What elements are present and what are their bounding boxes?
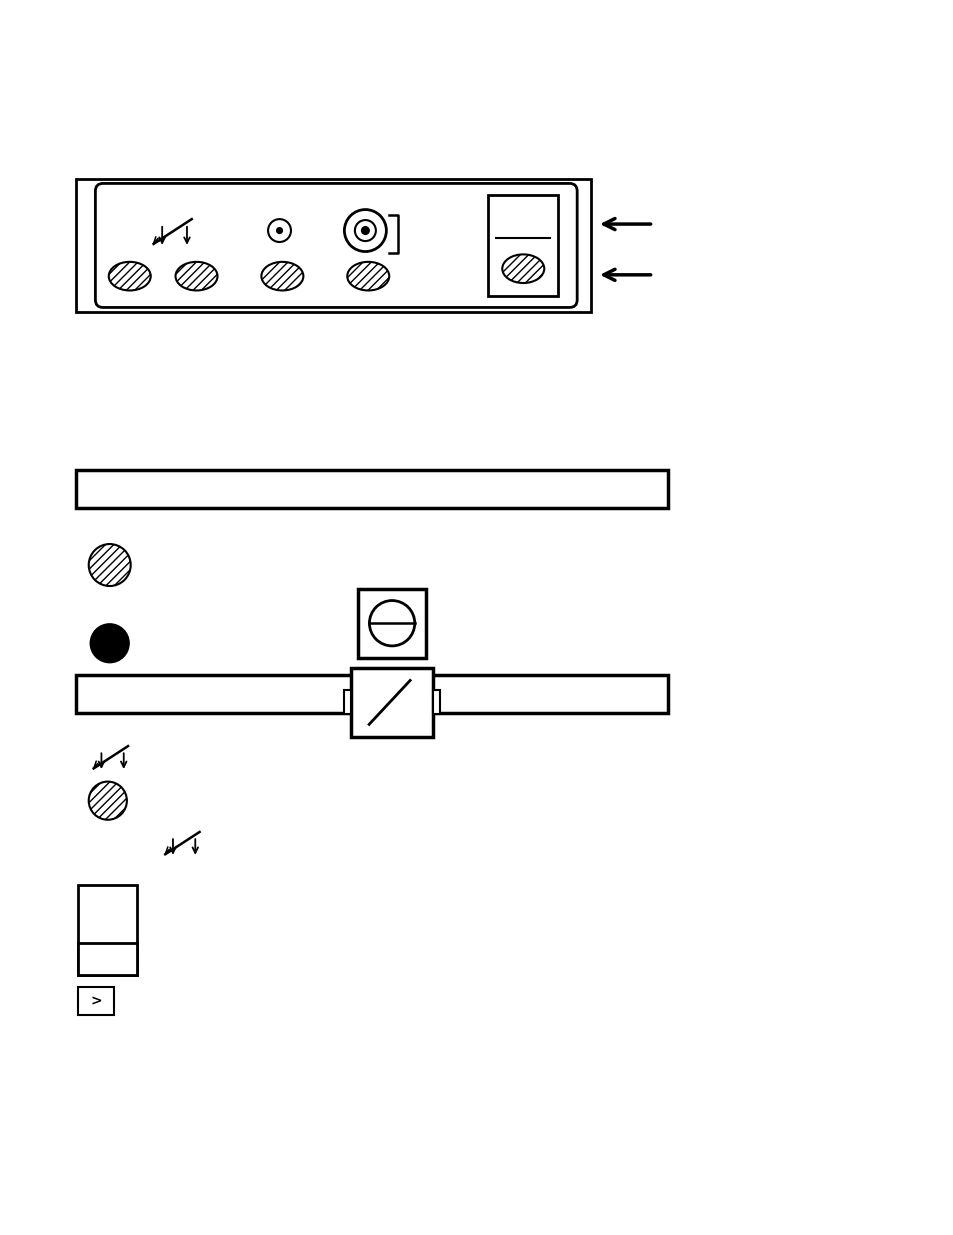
Bar: [344, 690, 351, 714]
Bar: [433, 690, 439, 714]
Bar: [78, 884, 137, 976]
FancyBboxPatch shape: [95, 184, 577, 308]
Circle shape: [268, 219, 291, 242]
Circle shape: [276, 227, 282, 233]
Circle shape: [355, 220, 375, 241]
Bar: [488, 195, 558, 296]
Bar: [357, 589, 426, 657]
Ellipse shape: [175, 262, 217, 290]
Ellipse shape: [89, 782, 127, 820]
Circle shape: [361, 227, 369, 235]
Ellipse shape: [89, 545, 131, 587]
Circle shape: [369, 600, 415, 646]
Bar: [351, 668, 433, 737]
Bar: [76, 469, 667, 508]
Circle shape: [91, 624, 129, 662]
Ellipse shape: [347, 262, 389, 290]
Ellipse shape: [501, 254, 543, 283]
Bar: [78, 987, 114, 1015]
Bar: [78, 942, 137, 976]
Text: >: >: [91, 994, 102, 1008]
Ellipse shape: [109, 262, 151, 290]
Bar: [76, 674, 667, 713]
Circle shape: [344, 210, 386, 252]
Bar: [76, 179, 591, 312]
Ellipse shape: [261, 262, 303, 290]
